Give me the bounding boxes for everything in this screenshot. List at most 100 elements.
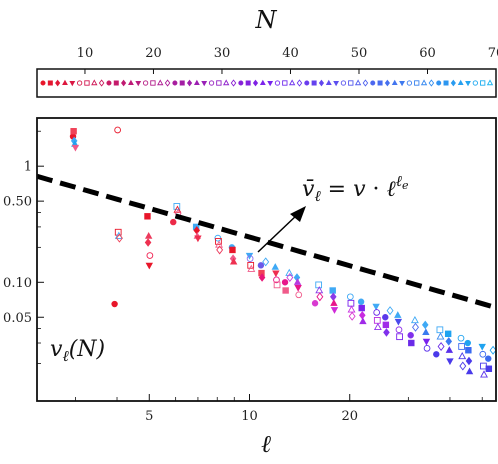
colorbar-marker [172,80,178,86]
data-point [373,322,382,331]
colorbar-marker [436,80,442,86]
plot-frame [36,117,497,402]
x-tick-label: 5 [145,409,153,424]
data-point [373,309,381,316]
data-point [446,358,454,366]
data-point [372,303,380,311]
data-point [285,268,294,276]
data-point [144,238,152,247]
colorbar-marker [121,79,127,87]
colorbar-marker [296,79,303,87]
colorbar-marker [113,80,119,86]
colorbar-marker [333,80,340,87]
colorbar-tick-label: 20 [145,46,162,61]
colorbar-marker [128,79,134,86]
colorbar-marker [186,79,193,87]
y-tick-labels: 1 0.50 0.10 0.05 [3,160,32,326]
fit-annotation: v̄ℓ = v · ℓℓe [257,172,409,253]
data-point [457,334,465,342]
data-point [144,213,151,220]
data-point [229,246,236,254]
x-tick-label: 20 [341,409,358,424]
data-point [394,311,402,318]
data-point [173,205,182,213]
data-point [329,287,336,294]
colorbar-marker [69,80,76,87]
colorbar-marker [150,80,156,86]
colorbar-title: N [255,6,278,34]
colorbar-marker [472,80,478,86]
data-point [444,330,452,338]
colorbar-tick-label: 70 [488,46,498,61]
data-point [458,343,465,350]
data-point [437,341,445,351]
colorbar-marker [62,79,68,86]
data-point [359,311,366,320]
data-point [445,346,454,353]
data-point [395,326,403,334]
colorbar-marker [47,80,53,86]
colorbar-marker [457,79,464,86]
data-point [465,356,473,366]
data-point [114,228,122,236]
data-point [330,292,337,302]
colorbar-marker [142,80,149,86]
colorbar-tick-label: 10 [77,46,94,61]
data-point [215,238,222,245]
data-point [346,293,354,301]
data-point [348,311,356,321]
data-point [272,270,280,278]
data-point [271,263,279,270]
data-point [422,328,430,336]
data-point [229,257,238,265]
data-point [465,347,472,354]
y-tick-label: 0.10 [3,276,32,291]
data-point [396,333,403,341]
colorbar-marker [157,79,164,86]
data-point [262,257,270,267]
data-point [489,345,496,355]
colorbar-marker [377,80,383,86]
data-point [316,292,324,302]
data-point [170,218,177,226]
colorbar-marker [84,80,90,86]
series-label: vℓ(N) [50,337,105,365]
data-point [358,304,365,312]
data-point [246,255,254,262]
data-point [173,203,181,210]
data-point [194,235,202,243]
data-point [114,126,121,134]
data-point [436,332,445,340]
data-point [71,144,80,152]
colorbar-marker [304,80,310,86]
annotation-arrowhead [290,206,306,222]
data-point [145,262,153,270]
data-point [315,281,323,289]
colorbar-tick-label: 60 [419,46,436,61]
colorbar-marker [348,80,354,86]
colorbar-marker [428,79,435,87]
y-tick-label: 0.05 [3,311,32,326]
data-point [382,314,389,321]
data-point [480,370,488,378]
colorbar-marker [282,80,288,86]
colorbar-marker [193,79,200,86]
colorbar-marker [135,80,142,87]
colorbar-marker [420,79,428,86]
data-point [146,252,154,259]
colorbar-marker [311,80,317,86]
data-point [247,264,256,272]
data-point [281,279,289,286]
x-tick-label: 10 [241,409,258,424]
data-point [70,128,77,135]
annotation-arrow-shaft [257,213,299,253]
data-point [273,276,280,284]
colorbar-marker [216,80,222,86]
data-point [485,355,492,362]
data-point [480,362,487,370]
data-point [479,350,487,358]
data-point [315,286,324,294]
data-point [216,245,224,255]
data-point [433,351,440,358]
